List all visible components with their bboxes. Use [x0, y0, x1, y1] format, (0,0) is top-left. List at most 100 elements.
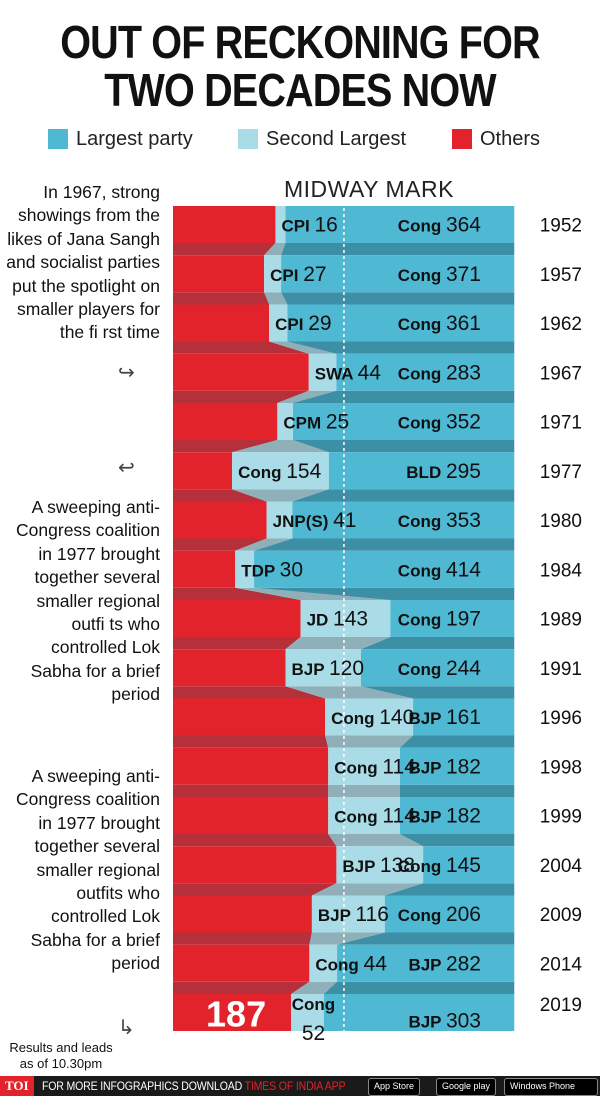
- band-second: [269, 341, 337, 354]
- band-group: [173, 243, 515, 994]
- label-second-1967: SWA 44: [315, 361, 382, 384]
- label-largest-1967: Cong 283: [398, 361, 481, 384]
- label-largest-2004: Cong 145: [398, 854, 481, 877]
- bar-second-1977: [232, 452, 329, 490]
- band-second: [235, 538, 293, 551]
- legend-item-second: Second Largest: [238, 124, 406, 154]
- year-label-1991: 1991: [540, 659, 582, 680]
- band-others: [173, 784, 329, 797]
- label-second-1957: CPI 27: [270, 263, 326, 286]
- bar-second-1967: [308, 353, 337, 391]
- bar-largest-1952: [285, 206, 515, 243]
- label-largest-1980: Cong 353: [398, 509, 481, 532]
- band-others: [173, 538, 267, 551]
- bar-second-1962: [269, 304, 288, 342]
- year-label-1952: 1952: [540, 216, 582, 237]
- label-largest-1952: Cong 364: [398, 214, 482, 237]
- band-others: [173, 587, 301, 600]
- legend-label-largest: Largest party: [76, 127, 193, 150]
- year-label-1977: 1977: [540, 462, 582, 483]
- app-store-badge[interactable]: App Store: [368, 1078, 421, 1096]
- label-largest-1962: Cong 361: [398, 312, 481, 335]
- band-second: [264, 292, 288, 305]
- year-label-1984: 1984: [540, 560, 583, 581]
- label-others-2019: 187: [206, 994, 266, 1035]
- year-label-1998: 1998: [540, 757, 582, 778]
- legend-swatch-largest: [48, 129, 68, 149]
- label-second-name-2019: Cong: [292, 995, 335, 1014]
- bar-second-1989: [300, 600, 391, 637]
- bar-largest-1998: [399, 747, 515, 785]
- label-largest-2009: Cong 206: [398, 903, 481, 926]
- title-line-1: OUT OF RECKONING FOR: [60, 16, 540, 68]
- bar-second-1952: [275, 206, 286, 243]
- band-second: [328, 784, 400, 797]
- band-second: [325, 735, 414, 748]
- band-others: [173, 390, 309, 403]
- footer-brand[interactable]: TIMES OF INDIA APP: [244, 1079, 345, 1093]
- band-largest: [281, 243, 515, 256]
- year-label-1971: 1971: [540, 413, 582, 434]
- label-largest-1984: Cong 414: [398, 558, 482, 581]
- label-second-1996: Cong 140: [331, 706, 414, 729]
- footer-text: FOR MORE INFOGRAPHICS DOWNLOAD TIMES OF …: [42, 1079, 346, 1093]
- band-largest: [399, 784, 515, 797]
- bar-others-2014: [173, 944, 310, 982]
- label-second-1980: JNP(S) 41: [273, 509, 357, 532]
- label-second-1962: CPI 29: [275, 312, 331, 335]
- google-play-badge[interactable]: Google play: [436, 1078, 497, 1096]
- label-second-value-2019: 52: [302, 1022, 325, 1045]
- band-others: [173, 489, 267, 502]
- title-line-2: TWO DECADES NOW: [104, 64, 496, 116]
- bar-largest-1971: [293, 403, 515, 440]
- year-label-1989: 1989: [540, 610, 582, 631]
- bar-second-1999: [328, 797, 400, 834]
- label-second-1998: Cong 114: [334, 755, 416, 778]
- arrow-1967-icon: ↪: [118, 362, 135, 384]
- label-largest-2019: BJP 303: [408, 1010, 481, 1033]
- mark-group: [173, 206, 515, 1031]
- band-largest: [360, 686, 515, 699]
- band-largest: [287, 341, 515, 354]
- bar-largest-1957: [281, 255, 515, 293]
- bar-second-1957: [264, 255, 282, 293]
- band-others: [173, 834, 337, 847]
- label-largest-1957: Cong 371: [398, 263, 481, 286]
- label-group: CPI 16 Cong 364 1952 CPI 27 Cong 371 1957 CPI …: [206, 214, 582, 1046]
- bar-others-2009: [173, 895, 312, 933]
- legend-swatch-second: [238, 129, 258, 149]
- band-largest: [254, 538, 515, 551]
- band-second: [232, 440, 329, 453]
- bar-largest-2019: [323, 994, 515, 1031]
- year-label-2004: 2004: [540, 856, 583, 877]
- band-second: [277, 390, 337, 403]
- arrow-2019-icon: ↳: [118, 1017, 135, 1039]
- band-largest: [281, 292, 515, 305]
- year-label-2019: 2019: [540, 995, 582, 1016]
- bar-largest-1999: [399, 797, 515, 834]
- year-label-1980: 1980: [540, 511, 582, 532]
- bar-others-1967: [173, 353, 309, 391]
- bar-largest-2009: [384, 895, 515, 933]
- year-label-1957: 1957: [540, 265, 582, 286]
- bar-second-1996: [325, 698, 414, 736]
- band-largest: [384, 883, 515, 896]
- bar-second-2014: [309, 944, 338, 982]
- band-others: [173, 341, 309, 354]
- band-largest: [292, 489, 515, 502]
- label-largest-1998: BJP 182: [408, 755, 481, 778]
- band-largest: [293, 390, 515, 403]
- bar-others-1977: [173, 452, 233, 490]
- bar-others-1996: [173, 698, 326, 736]
- windows-phone-badge[interactable]: Windows Phone: [504, 1078, 598, 1096]
- bar-others-1980: [173, 501, 267, 539]
- bar-others-2004: [173, 846, 337, 884]
- band-largest: [323, 981, 515, 994]
- footnote: Results and leads as of 10.30pm: [9, 1040, 113, 1071]
- midway-mark-label: MIDWAY MARK: [284, 176, 454, 202]
- year-label-1962: 1962: [540, 314, 582, 335]
- bar-others-1998: [173, 747, 329, 785]
- chart-title: OUT OF RECKONING FOR TWO DECADES NOW: [42, 18, 558, 114]
- label-second-1991: BJP 120: [292, 657, 365, 680]
